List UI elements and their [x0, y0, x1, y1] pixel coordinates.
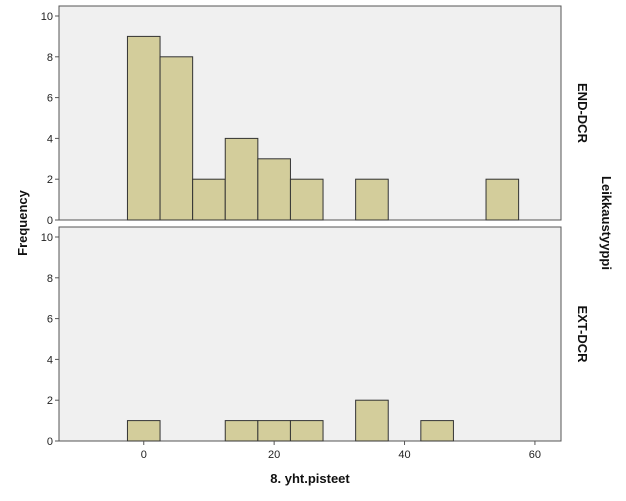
- facet-title: Leikkaustyyppi: [599, 176, 614, 270]
- y-tick-label: 4: [47, 354, 53, 366]
- histogram-bar: [420, 420, 454, 442]
- x-tick-label: 60: [529, 449, 541, 461]
- histogram-bar: [485, 178, 520, 221]
- panel-label: EXT-DCR: [575, 305, 590, 363]
- x-tick-label: 20: [268, 449, 280, 461]
- panel-label: END-DCR: [575, 83, 590, 144]
- histogram-bar: [159, 56, 194, 221]
- y-tick-label: 6: [47, 93, 53, 105]
- x-tick-label: 0: [141, 449, 147, 461]
- histogram-bar: [224, 420, 259, 442]
- histogram-bar: [355, 178, 389, 221]
- histogram-bar: [355, 399, 389, 442]
- y-tick-label: 2: [47, 395, 53, 407]
- x-tick-label: 40: [398, 449, 410, 461]
- y-axis-title: Frequency: [15, 189, 30, 256]
- panel-ext-dcr: 0 2 4 6 8 10 EXT-DCR: [41, 226, 590, 448]
- histogram-bar: [257, 158, 291, 221]
- histogram-bar: [192, 178, 226, 221]
- y-tick-label: 8: [47, 273, 53, 285]
- plot-area: [58, 226, 562, 442]
- y-tick-label: 10: [41, 232, 53, 244]
- y-tick-label: 0: [47, 436, 53, 448]
- y-tick-label: 8: [47, 52, 53, 64]
- histogram-bar: [289, 178, 324, 221]
- x-axis: 0 20 40 60: [141, 441, 541, 461]
- histogram-bar: [257, 420, 291, 442]
- x-axis-title: 8. yht.pisteet: [270, 471, 350, 486]
- chart-panels: 0 2 4 6 8 10 END-DCR 0 2 4 6 8 10 EXT-DCR: [41, 5, 590, 448]
- y-tick-label: 4: [47, 133, 53, 145]
- histogram-bar: [224, 137, 259, 221]
- histogram-bar: [289, 420, 324, 442]
- histogram-bar: [126, 35, 161, 221]
- y-tick-label: 6: [47, 314, 53, 326]
- y-tick-label: 2: [47, 174, 53, 186]
- histogram-bar: [126, 420, 161, 442]
- panel-end-dcr: 0 2 4 6 8 10 END-DCR: [41, 5, 590, 227]
- y-tick-label: 0: [47, 215, 53, 227]
- y-tick-label: 10: [41, 11, 53, 23]
